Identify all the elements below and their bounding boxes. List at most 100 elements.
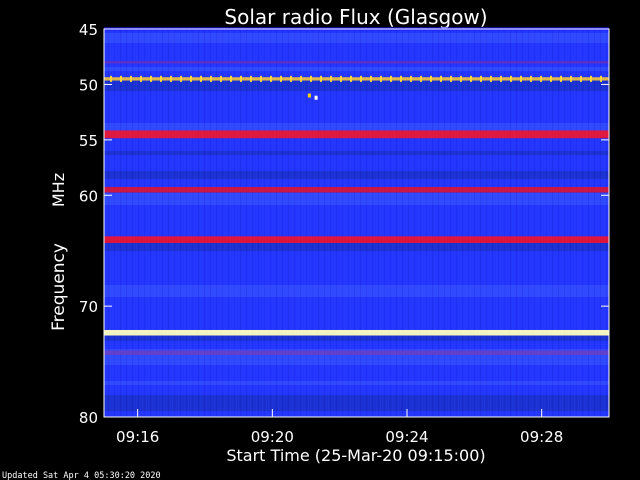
spectrogram-vertical-texture (412, 29, 413, 417)
spectrogram-noise-row (104, 321, 609, 323)
spectrogram-noise-row (104, 43, 609, 45)
spectrogram-vertical-texture (594, 29, 595, 417)
spectrogram-vertical-texture (250, 29, 251, 417)
spectrogram-vertical-texture (206, 29, 207, 417)
spectrogram-vertical-texture (224, 29, 225, 417)
spectrogram-noise-row (104, 349, 609, 351)
spectrogram-noise-row (104, 215, 609, 217)
interference-marker (360, 75, 362, 82)
spectrogram-noise-row (104, 371, 609, 373)
spectrogram-vertical-texture (328, 29, 329, 417)
spectrogram-vertical-texture (168, 29, 169, 417)
spectrogram-noise-row (104, 365, 609, 367)
spectrogram-noise-row (104, 119, 609, 121)
spectrogram-vertical-texture (394, 29, 395, 417)
spectrogram-noise-row (104, 345, 609, 347)
plot-area (104, 27, 609, 417)
spectrogram-vertical-texture (308, 29, 309, 417)
spectrogram-vertical-texture (264, 29, 265, 417)
spectrogram-vertical-texture (272, 29, 273, 417)
spectrogram-vertical-texture (446, 29, 447, 417)
spectrogram-vertical-texture (494, 29, 495, 417)
spectrogram-vertical-texture (474, 29, 475, 417)
spectrogram-noise-row (104, 323, 609, 325)
updated-timestamp: Updated Sat Apr 4 05:30:20 2020 (2, 471, 161, 480)
spectrogram-noise-row (104, 197, 609, 199)
spectrogram-vertical-texture (338, 29, 339, 417)
spectrogram-vertical-texture (590, 29, 591, 417)
interference-marker (550, 75, 552, 82)
spectrogram-noise-row (104, 281, 609, 283)
spectrogram-vertical-texture (230, 29, 231, 417)
spectrogram-vertical-texture (318, 29, 319, 417)
spectrogram-noise-row (104, 347, 609, 349)
spectrogram-vertical-texture (240, 29, 241, 417)
spectrogram-vertical-texture (514, 29, 515, 417)
spectrogram-vertical-texture (160, 29, 161, 417)
spectrogram-vertical-texture (424, 29, 425, 417)
spectrogram-vertical-texture (374, 29, 375, 417)
spectrogram-noise-row (104, 81, 609, 83)
spectrogram-noise-row (104, 75, 609, 77)
spectrogram-noise-row (104, 289, 609, 291)
spectrogram-vertical-texture (434, 29, 435, 417)
spectrogram-vertical-texture (330, 29, 331, 417)
spectrogram-vertical-texture (418, 29, 419, 417)
spectrogram-vertical-texture (600, 29, 601, 417)
spectrogram-vertical-texture (546, 29, 547, 417)
spectrogram-noise-row (104, 63, 609, 65)
interference-marker (270, 75, 272, 82)
spectrogram-vertical-texture (112, 29, 113, 417)
spectrogram-noise-row (104, 205, 609, 207)
spectrogram-noise-row (104, 151, 609, 153)
spectrogram-noise-row (104, 327, 609, 329)
spectrogram-vertical-texture (574, 29, 575, 417)
spectrogram-vertical-texture (184, 29, 185, 417)
spectrogram-vertical-texture (208, 29, 209, 417)
interference-marker (110, 75, 112, 82)
spectrogram-vertical-texture (304, 29, 305, 417)
spectrogram-vertical-texture (242, 29, 243, 417)
spectrogram-noise-row (104, 259, 609, 261)
spectrogram-vertical-texture (580, 29, 581, 417)
spectrogram-noise-row (104, 33, 609, 35)
spectrogram-vertical-texture (238, 29, 239, 417)
interference-marker (520, 75, 522, 82)
spectrogram-vertical-texture (142, 29, 143, 417)
spectrogram-vertical-texture (182, 29, 183, 417)
spectrogram-noise-row (104, 67, 609, 69)
spectrogram-noise-row (104, 127, 609, 129)
spectrogram-noise-row (104, 389, 609, 391)
spectrogram-noise-row (104, 73, 609, 75)
spectrogram-vertical-texture (342, 29, 343, 417)
spectrogram-vertical-texture (236, 29, 237, 417)
spectrogram-vertical-texture (210, 29, 211, 417)
spectrogram-noise-row (104, 243, 609, 245)
spectrogram-noise-row (104, 247, 609, 249)
spectrogram-noise-row (104, 271, 609, 273)
spectrogram-vertical-texture (502, 29, 503, 417)
spectrogram-vertical-texture (480, 29, 481, 417)
spectrogram-vertical-texture (364, 29, 365, 417)
spectrogram-noise-row (104, 121, 609, 123)
spectrogram-noise-row (104, 141, 609, 143)
spectrogram-noise-row (104, 111, 609, 113)
spectrogram-noise-row (104, 55, 609, 57)
spectrogram-noise-row (104, 233, 609, 235)
spectrogram-vertical-texture (588, 29, 589, 417)
spectrogram-vertical-texture (448, 29, 449, 417)
spectrogram-noise-row (104, 99, 609, 101)
spectrogram-noise-row (104, 107, 609, 109)
spectrogram-vertical-texture (398, 29, 399, 417)
spectrogram-vertical-texture (320, 29, 321, 417)
spectrogram-vertical-texture (558, 29, 559, 417)
x-tick-label: 09:28 (520, 428, 563, 446)
spectrogram-vertical-texture (150, 29, 151, 417)
interference-marker (490, 75, 492, 82)
spectrogram-noise-row (104, 109, 609, 111)
spectrogram-noise-row (104, 317, 609, 319)
spectrogram-noise-row (104, 201, 609, 203)
spectrogram-vertical-texture (324, 29, 325, 417)
spectrogram-noise-row (104, 117, 609, 119)
interference-marker (460, 75, 462, 82)
